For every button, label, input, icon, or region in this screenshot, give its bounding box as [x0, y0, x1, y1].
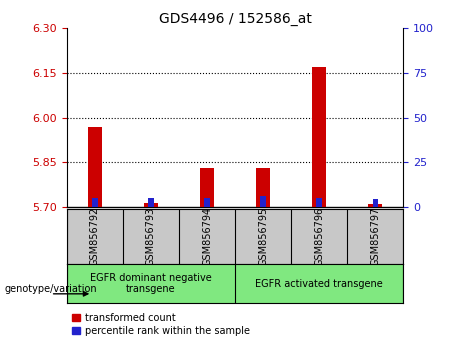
Text: genotype/variation: genotype/variation: [5, 284, 97, 293]
Bar: [148, 198, 154, 207]
Bar: [200, 169, 214, 207]
Text: GSM856792: GSM856792: [90, 207, 100, 266]
Text: GSM856795: GSM856795: [258, 207, 268, 266]
Bar: [316, 198, 322, 207]
Bar: [372, 199, 378, 207]
Bar: [368, 204, 382, 207]
Bar: [312, 67, 326, 207]
Bar: [260, 196, 266, 207]
Text: GSM856794: GSM856794: [202, 207, 212, 266]
Legend: transformed count, percentile rank within the sample: transformed count, percentile rank withi…: [72, 313, 250, 336]
Bar: [92, 198, 98, 207]
Bar: [204, 198, 210, 207]
Bar: [256, 169, 270, 207]
Bar: [88, 127, 102, 207]
Bar: [144, 202, 158, 207]
Text: GSM856797: GSM856797: [370, 207, 380, 266]
Text: GSM856793: GSM856793: [146, 207, 156, 266]
Text: GSM856796: GSM856796: [314, 207, 324, 266]
Text: EGFR activated transgene: EGFR activated transgene: [255, 279, 383, 289]
Title: GDS4496 / 152586_at: GDS4496 / 152586_at: [159, 12, 312, 26]
Text: EGFR dominant negative
transgene: EGFR dominant negative transgene: [90, 273, 212, 295]
